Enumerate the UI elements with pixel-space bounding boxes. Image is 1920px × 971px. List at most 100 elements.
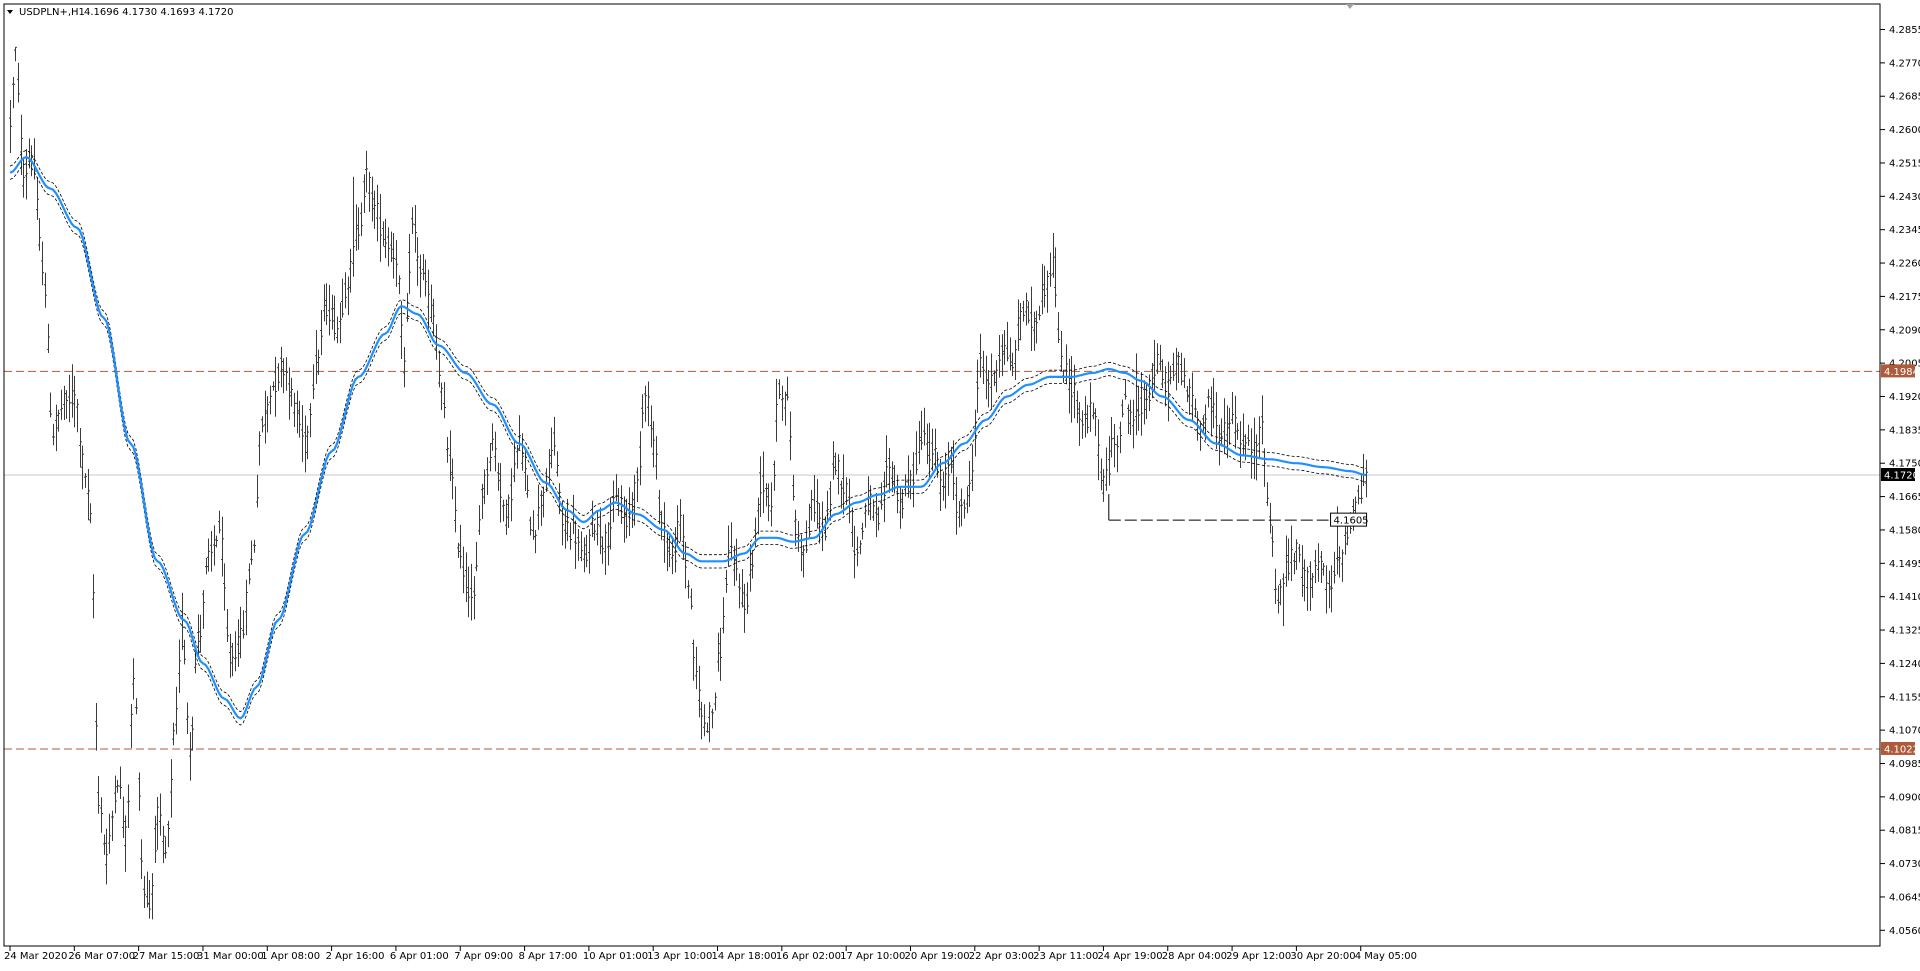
price-bar [934,428,937,471]
price-bar [1317,543,1320,582]
price-bar [1306,566,1309,611]
price-bar [1019,303,1022,341]
collapse-triangle-icon[interactable] [7,10,13,14]
price-bar [336,316,339,344]
price-bar [1151,363,1154,399]
price-bar [585,534,588,568]
price-bar [537,484,540,530]
price-bar [277,363,280,391]
price-bar [440,382,443,411]
price-bar [1271,525,1274,557]
price-bar [368,171,371,212]
shift-marker-icon[interactable] [1346,4,1354,9]
price-bar [719,627,722,681]
price-bar [655,436,658,480]
price-bar [55,404,58,452]
x-tick-label: 10 Apr 01:00 [583,951,648,962]
price-bar [424,259,427,297]
price-bar [221,516,224,577]
price-bar [1094,408,1097,437]
price-bar [170,759,173,818]
price-bar [998,334,1001,378]
price-bar [124,815,127,872]
price-bar [700,701,703,740]
price-bar [1311,572,1314,598]
price-bar [419,254,422,298]
price-bar [786,376,789,401]
support-line-group: 4.1605 [1108,494,1369,527]
price-bar [44,272,47,308]
price-bar [344,272,347,309]
x-tick-label: 23 Apr 11:00 [1033,951,1098,962]
price-bar [1092,402,1095,420]
price-bar [189,732,192,781]
price-bar [1322,563,1325,576]
price-bar [1183,358,1186,389]
price-bar [687,580,690,599]
price-bar [1156,343,1159,375]
price-bar [816,479,819,529]
price-bar [923,407,926,446]
price-bar [301,405,304,462]
price-bar [197,614,200,660]
price-bar [883,471,886,523]
y-tick-label: 4.1070 [1889,726,1920,737]
price-bar [947,442,950,496]
price-bar [952,440,955,501]
price-bar [529,516,532,536]
price-bar [1054,247,1057,308]
price-bar [733,545,736,586]
price-bar [148,880,151,919]
price-bar [631,492,634,528]
price-bar [1330,565,1333,613]
price-bar [556,451,559,477]
price-bar [1191,372,1194,420]
price-bar [269,385,272,415]
price-bar [958,500,961,528]
x-tick-label: 27 Mar 15:00 [133,951,200,962]
price-bar [465,552,468,603]
price-bar [443,381,446,419]
price-bar [877,506,880,531]
price-bar [695,646,698,690]
price-bar [778,379,781,400]
price-bar [87,469,90,521]
price-bar [625,498,628,539]
price-bar [49,392,52,418]
price-bar [979,333,982,378]
price-bar [315,330,318,384]
price-bar [432,298,435,337]
price-bar [483,469,486,505]
support-label-box [1330,512,1368,527]
price-bar [1110,416,1113,458]
price-bar [918,420,921,465]
price-bar [960,488,963,527]
price-bar [1357,485,1360,505]
price-bar [516,445,519,469]
price-bar [995,360,998,393]
price-bar [22,157,25,198]
price-bar [639,431,642,486]
price-bar [449,430,452,481]
y-tick-label: 4.2430 [1889,192,1920,203]
price-bar [891,461,894,493]
price-bar [658,489,661,525]
price-bar [684,541,687,589]
y-tick-label: 4.2515 [1889,158,1920,169]
price-bar [1102,469,1105,502]
price-bar [427,269,430,332]
price-bar [650,405,653,448]
price-bar [1328,570,1331,609]
price-bar [218,510,221,534]
x-tick-label: 8 Apr 17:00 [519,951,578,962]
price-bar [859,540,862,555]
price-bar [880,482,883,510]
x-tick-label: 24 Mar 2020 [4,951,67,962]
price-bar [813,474,816,522]
price-bar [312,364,315,400]
price-bar [1231,391,1234,425]
